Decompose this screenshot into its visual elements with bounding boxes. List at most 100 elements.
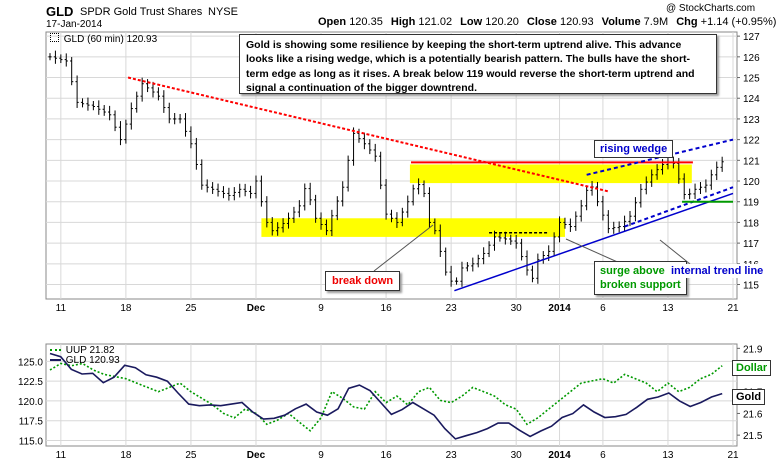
price-bar [568, 218, 572, 232]
price-bar [552, 232, 556, 256]
chart-date: 17-Jan-2014 [46, 19, 103, 30]
price-bar [308, 182, 312, 206]
price-bar [427, 187, 432, 228]
price-bar [498, 232, 502, 242]
price-bar [601, 195, 605, 221]
price-bar [563, 217, 567, 229]
support-zone [261, 218, 565, 237]
price-bar [400, 207, 404, 227]
price-bar [444, 247, 448, 276]
price-bar [48, 53, 52, 61]
price-bar [254, 175, 258, 199]
ticker-symbol: GLD [46, 4, 74, 19]
price-bar [86, 97, 90, 111]
price-bar [525, 250, 529, 276]
price-bar [433, 218, 437, 235]
price-bar [617, 221, 621, 233]
low-label: Low [460, 16, 483, 28]
main-x-tick-label: 30 [511, 303, 523, 314]
main-x-tick-label: 11 [56, 303, 67, 314]
trend-pointer [659, 239, 691, 265]
price-bar [595, 181, 600, 207]
price-bar [384, 179, 388, 220]
lower-panel-frame [45, 343, 738, 447]
main-x-tick-label: 13 [662, 303, 674, 314]
price-bar [75, 75, 79, 108]
main-x-tick-label: Dec [247, 303, 266, 314]
main-x-tick-label: 25 [185, 303, 197, 314]
dollar-label: Dollar [732, 360, 772, 376]
open-value: 120.35 [349, 16, 383, 28]
price-bar [519, 238, 524, 261]
lower-panel: 115.0117.5120.0122.5125.021.521.621.721.… [18, 343, 763, 461]
price-bar [557, 216, 562, 243]
price-bar [574, 211, 578, 231]
price-bar [156, 87, 161, 101]
lower-x-axis: 11 18 25 Dec 9 16 23 30 2014 6 13 21 [56, 450, 739, 461]
price-bar [449, 265, 453, 287]
price-bar [292, 206, 296, 223]
lower-x-tick-label: 21 [727, 450, 739, 461]
price-bar [487, 241, 491, 258]
price-bar [162, 90, 166, 113]
price-bar [585, 185, 589, 211]
break-down-pointer [373, 224, 434, 272]
price-bar [639, 183, 643, 208]
lower-left-tick-label: 120.0 [18, 397, 43, 408]
price-bar [281, 218, 285, 233]
uup-series-line [49, 362, 723, 432]
price-bar [330, 209, 334, 237]
price-bar [379, 151, 383, 190]
main-y-tick-label: 124 [743, 94, 760, 105]
price-bar [265, 196, 269, 228]
price-bar [97, 100, 101, 115]
lower-x-tick-label: 16 [381, 450, 393, 461]
main-x-tick-label: 6 [600, 303, 606, 314]
price-bar [167, 102, 171, 124]
price-bar [471, 257, 475, 272]
price-bar [259, 175, 264, 207]
price-bar [606, 210, 610, 234]
price-bar [140, 77, 144, 102]
legend-gld-label: GLD (60 min) 120.93 [63, 34, 158, 45]
lower-left-tick-label: 115.0 [19, 436, 44, 447]
lower-left-tick-label: 125.0 [18, 357, 43, 368]
price-bar [276, 222, 280, 236]
price-bar [297, 200, 301, 218]
main-y-tick-label: 123 [743, 115, 760, 126]
price-bar [102, 105, 106, 116]
main-x-tick-label: 16 [381, 303, 393, 314]
main-y-tick-label: 115 [743, 281, 759, 292]
chg-label: Chg [676, 16, 698, 28]
price-bar [720, 156, 724, 172]
lower-right-tick-label: 21.9 [743, 344, 763, 355]
lower-x-tick-label: Dec [247, 450, 266, 461]
main-y-tick-label: 122 [743, 136, 760, 147]
lower-x-tick-label: 13 [662, 450, 674, 461]
price-bar [216, 183, 220, 197]
price-bar [248, 185, 253, 199]
lower-left-tick-label: 122.5 [18, 377, 43, 388]
price-bar [476, 254, 480, 268]
volume-label: Volume [601, 16, 641, 28]
price-bar [454, 277, 459, 285]
lower-series [49, 352, 723, 440]
price-bar [650, 169, 654, 187]
main-y-axis: 115116117118119120121122123124125126127 [737, 32, 760, 292]
price-bar [715, 161, 719, 181]
price-bar [341, 181, 345, 207]
price-bar [389, 209, 394, 223]
price-bar [411, 184, 415, 206]
low-value: 120.20 [485, 16, 519, 28]
price-bar [238, 183, 242, 198]
uup-swatch-icon [50, 349, 61, 352]
price-bar [422, 180, 426, 198]
price-bar [145, 79, 150, 93]
lower-x-tick-label: 2014 [548, 450, 571, 461]
price-bar [612, 221, 616, 234]
lower-x-tick-label: 9 [318, 450, 324, 461]
price-bar [682, 173, 686, 200]
high-label: High [390, 16, 416, 28]
volume-value: 7.9M [643, 16, 669, 28]
lower-right-tick-label: 21.5 [743, 431, 763, 442]
